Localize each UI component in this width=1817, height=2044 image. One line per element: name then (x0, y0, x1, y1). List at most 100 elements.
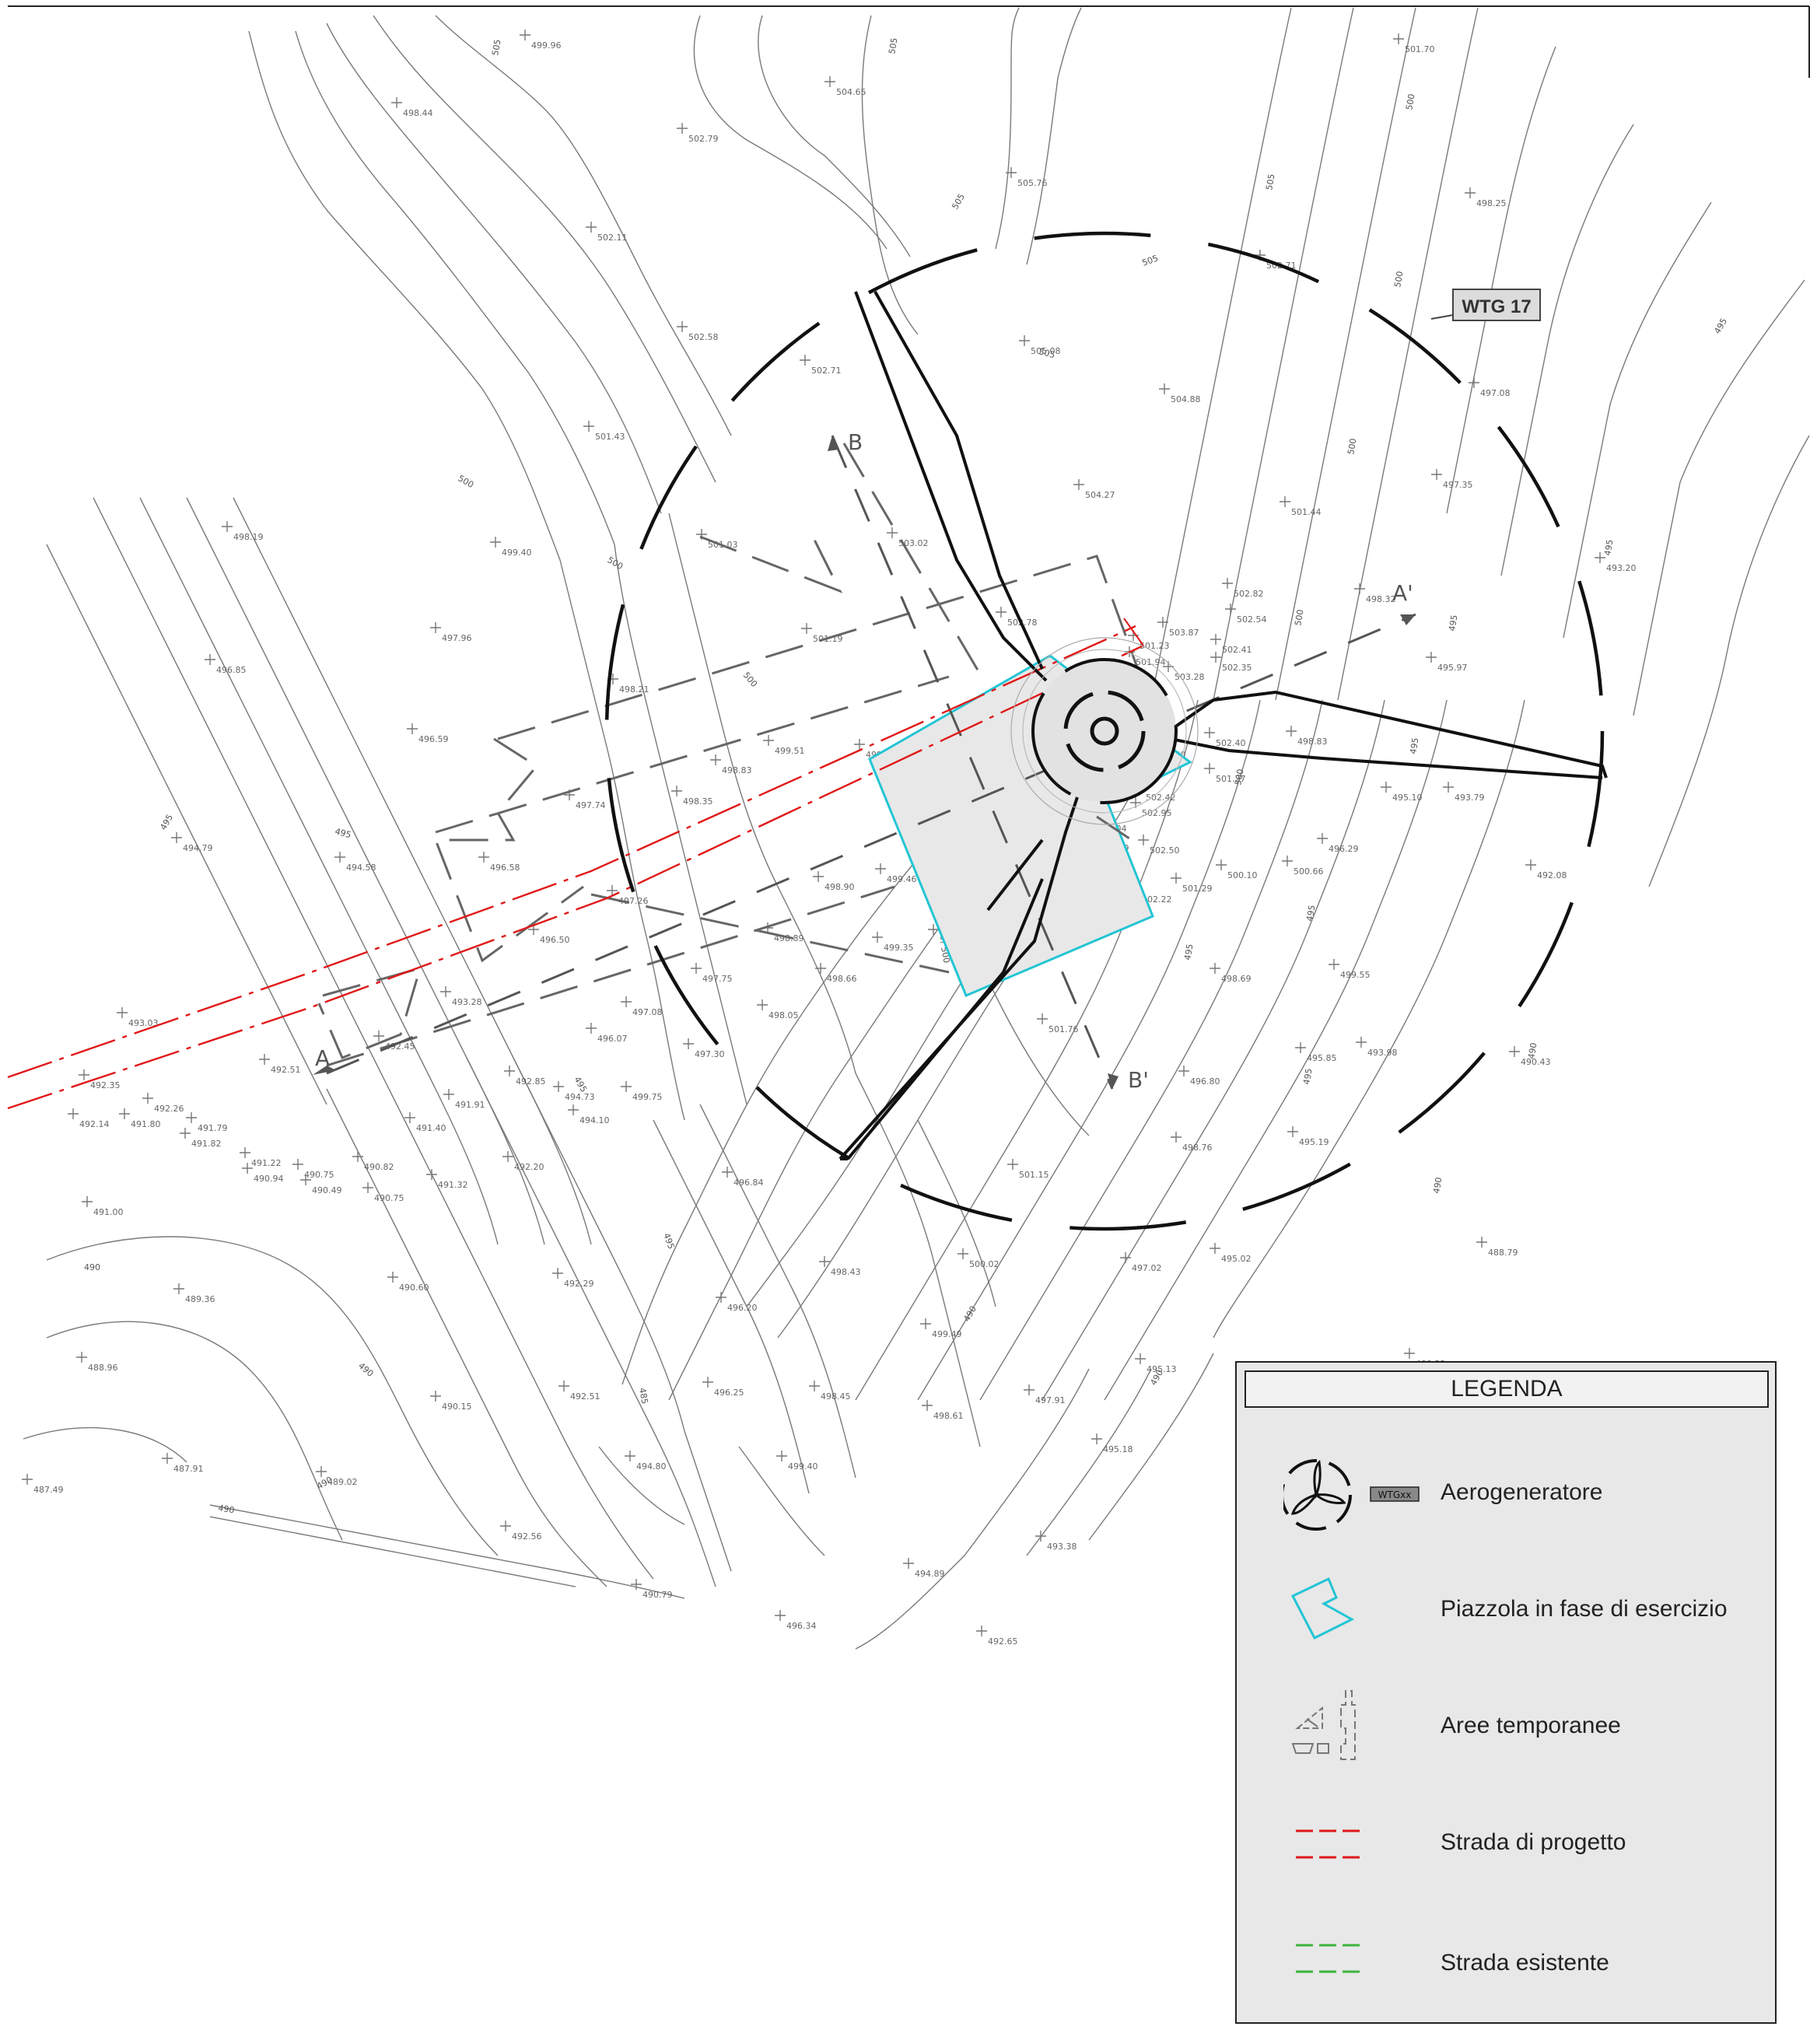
legend-label-existing-road: Strada esistente (1441, 1950, 1609, 1976)
spot-height-marker (1216, 859, 1227, 870)
spot-height-label: 492.85 (516, 1076, 546, 1087)
spot-height-marker (1007, 1159, 1018, 1170)
rotor-swept-area (604, 231, 1605, 1231)
spot-height-label: 497.91 (1035, 1395, 1066, 1405)
spot-height-label: 489.36 (185, 1294, 215, 1304)
spot-height-marker (775, 1610, 786, 1621)
spot-height-label: 490.75 (374, 1193, 404, 1203)
spot-height-label: 492.56 (512, 1531, 542, 1542)
spot-height-label: 498.83 (1297, 737, 1328, 747)
spot-height-marker (875, 863, 886, 874)
spot-height-label: 501.94 (1136, 657, 1166, 667)
spot-height-marker (316, 1466, 327, 1477)
spot-height-label: 491.32 (438, 1180, 468, 1190)
spot-height-marker (426, 1169, 437, 1180)
spot-height-marker (430, 1391, 441, 1402)
spot-height-marker (490, 537, 501, 548)
spot-height-marker (1178, 1066, 1189, 1076)
spot-height-marker (928, 924, 939, 935)
spot-height-label: 494.80 (636, 1461, 667, 1472)
contour-elevation-label: 505 (1038, 346, 1056, 360)
spot-height-label: 495.97 (1437, 663, 1468, 673)
spot-height-marker (1210, 1243, 1220, 1254)
project-road (7, 625, 1144, 1110)
contour-elevation-label: 500 (1293, 609, 1305, 627)
spot-height-label: 498.61 (933, 1411, 964, 1421)
spot-height-label: 496.85 (216, 665, 247, 675)
spot-height-label: 502.40 (1216, 738, 1246, 748)
spot-height-label: 497.08 (1480, 388, 1511, 398)
spot-height-marker (1329, 959, 1339, 970)
spot-height-marker (440, 986, 451, 997)
spot-height-marker (478, 852, 489, 863)
spot-height-marker (1135, 1353, 1146, 1364)
spot-height-label: 495.10 (1392, 793, 1423, 803)
section-arrows (313, 436, 1416, 1089)
spot-height-label: 494.79 (183, 843, 213, 853)
legend-panel: LEGENDA WTGxx Aerogeneratore Piazzola in… (1235, 1361, 1777, 2024)
spot-height-marker (500, 1521, 511, 1531)
spot-height-label: 492.08 (1537, 870, 1567, 880)
contour-elevation-label: 490 (217, 1503, 235, 1515)
spot-height-label: 498.05 (768, 1010, 799, 1020)
spot-height-marker (1525, 859, 1536, 870)
spot-height-marker (1404, 1348, 1415, 1359)
spot-height-marker (352, 1151, 363, 1162)
spot-height-marker (1204, 763, 1215, 774)
spot-height-label: 497.26 (618, 896, 649, 906)
contour-elevation-label: 505 (490, 39, 502, 57)
spot-height-marker (800, 355, 810, 366)
section-label-b: B (848, 429, 863, 455)
spot-height-marker (404, 1112, 415, 1123)
spot-height-label: 487.49 (33, 1485, 64, 1495)
spot-height-label: 496.29 (1329, 844, 1359, 854)
spot-height-marker (1210, 634, 1221, 645)
spot-height-marker (903, 1558, 914, 1569)
spot-height-marker (259, 1054, 270, 1065)
spot-height-marker (558, 1381, 569, 1391)
spot-height-label: 490.49 (312, 1185, 342, 1195)
spot-height-label: 491.40 (416, 1123, 446, 1133)
spot-height-marker (625, 1451, 635, 1461)
spot-height-label: 498.44 (403, 108, 433, 118)
spot-height-label: 493.79 (1455, 793, 1485, 803)
spot-height-marker (1204, 727, 1215, 738)
spot-height-label: 494.73 (565, 1092, 595, 1102)
spot-height-label: 497.02 (1132, 1263, 1162, 1273)
legend-item-existing-road: Strada esistente (1237, 1919, 1775, 2012)
spot-height-marker (1356, 1037, 1367, 1048)
contour-elevation-label: 490 (1526, 1042, 1539, 1060)
spot-height-label: 490.94 (254, 1174, 284, 1184)
spot-height-marker (819, 1256, 830, 1267)
spot-height-marker (920, 1318, 931, 1329)
spot-height-marker (1120, 1252, 1131, 1263)
spot-height-marker (710, 754, 721, 765)
spot-height-label: 496.84 (733, 1178, 764, 1188)
spot-height-label: 492.35 (90, 1080, 121, 1090)
spot-height-label: 498.32 (1366, 594, 1396, 604)
legend-label-temporary-areas: Aree temporanee (1441, 1713, 1621, 1738)
spot-height-marker (872, 932, 883, 943)
spot-height-marker (1295, 1042, 1306, 1053)
spot-height-label: 492.26 (154, 1104, 184, 1114)
spot-height-label: 498.25 (1476, 198, 1507, 208)
spot-height-label: 488.96 (88, 1363, 118, 1373)
spot-height-marker (1159, 383, 1170, 394)
spot-height-label: 494.58 (346, 863, 376, 873)
turbine-tag: WTG 17 (1430, 289, 1541, 321)
spot-height-label: 501.23 (1140, 641, 1170, 651)
spot-height-marker (387, 1272, 398, 1283)
spot-height-marker (621, 1081, 632, 1092)
spot-height-marker (1393, 33, 1404, 44)
spot-height-marker (854, 739, 865, 750)
spot-height-marker (809, 1381, 820, 1391)
spot-height-marker (568, 1104, 579, 1115)
spot-height-marker (1282, 856, 1293, 866)
spot-height-label: 502.22 (1142, 894, 1172, 905)
spot-height-label: 488.79 (1488, 1248, 1518, 1258)
spot-height-label: 491.80 (131, 1119, 161, 1129)
spot-height-label: 499.40 (788, 1461, 818, 1472)
spot-height-label: 503.02 (898, 538, 929, 548)
spot-height-label: 500.10 (1227, 870, 1258, 880)
